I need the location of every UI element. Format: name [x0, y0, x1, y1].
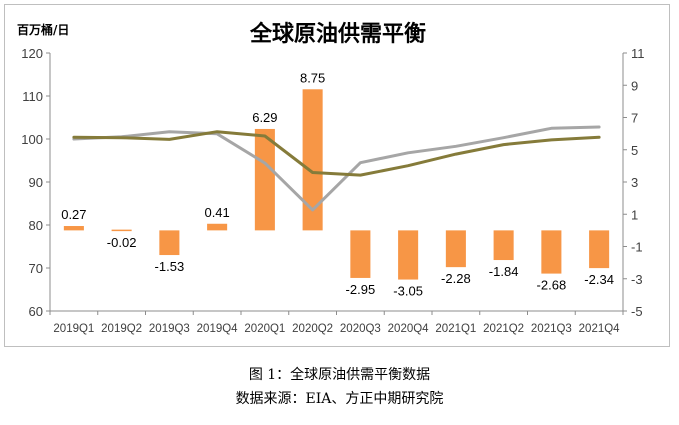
left-axis-tick-label: 110	[22, 89, 43, 104]
figure-caption: 图 1：全球原油供需平衡数据	[248, 367, 431, 383]
bar-series	[63, 89, 610, 280]
bar	[445, 230, 466, 268]
bar	[111, 229, 132, 232]
right-axis-tick-label: 7	[631, 111, 638, 126]
bar	[493, 230, 514, 261]
x-axis-tick-label: 2020Q1	[244, 323, 285, 335]
right-axis-tick-label: -1	[631, 240, 643, 255]
bar	[254, 128, 275, 231]
bar	[398, 230, 419, 280]
bar-data-label: 0.27	[61, 207, 86, 222]
bar-data-label: -0.02	[107, 235, 137, 250]
x-axis-tick-label: 2021Q2	[483, 323, 524, 335]
bar-data-label: -1.53	[155, 259, 185, 274]
bar-data-label: -2.28	[441, 271, 471, 286]
left-axis-tick-label: 80	[29, 218, 43, 233]
chart-frame: 全球原油供需平衡 百万桶/日 60 70 80 90 100 110 120 -5 -3 -1 1 3…	[4, 4, 670, 347]
x-axis-tick-label: 2019Q4	[197, 323, 239, 335]
bar	[302, 89, 323, 231]
x-axis-tick-label: 2020Q3	[340, 323, 381, 335]
bar-labels: 0.27 -0.02 -1.53 0.41 6.29 8.75 -2.95 -3.05 -2.2…	[61, 70, 614, 298]
bar-data-label: -1.84	[489, 264, 519, 279]
right-axis-tick-label: -5	[631, 304, 643, 319]
bar	[207, 223, 228, 231]
left-axis-tick-label: 70	[29, 261, 43, 276]
right-axis-tick-label: -3	[631, 272, 643, 287]
chart-svg: 全球原油供需平衡 百万桶/日 60 70 80 90 100 110 120 -5 -3 -1 1 3…	[17, 21, 645, 335]
x-axis-tick-label: 2019Q3	[149, 323, 190, 335]
right-axis-tick-label: 11	[631, 46, 645, 61]
x-axis-tick-label: 2020Q2	[292, 323, 333, 335]
left-axis-tick-label: 120	[21, 46, 43, 61]
right-axis-tick-label: 5	[631, 143, 638, 158]
x-axis-tick-label: 2021Q1	[435, 323, 476, 335]
x-axis-tick-label: 2021Q3	[531, 323, 572, 335]
axes: 60 70 80 90 100 110 120 -5 -3 -1 1 3 5 7 9 11 2019Q1 2019…	[21, 46, 644, 335]
x-axis-tick-label: 2021Q4	[579, 323, 621, 335]
line-series-demand	[72, 125, 601, 212]
right-axis-tick-label: 9	[631, 78, 638, 93]
chart-title: 全球原油供需平衡	[249, 21, 426, 47]
bar	[63, 226, 84, 231]
bar-data-label: 8.75	[300, 70, 325, 85]
left-axis-tick-label: 60	[29, 304, 43, 319]
bar-data-label: -2.95	[346, 282, 376, 297]
bar	[589, 230, 610, 269]
line-series	[72, 125, 601, 212]
bar-data-label: -2.34	[584, 272, 614, 287]
bar-data-label: 6.29	[252, 110, 277, 125]
bar-data-label: 0.41	[204, 205, 229, 220]
y-axis-label: 百万桶/日	[17, 22, 69, 37]
source-caption: 数据来源：EIA、方正中期研究院	[235, 391, 444, 407]
bar	[350, 230, 371, 278]
left-axis-tick-label: 100	[21, 132, 43, 147]
bar	[541, 230, 562, 274]
left-axis-tick-label: 90	[29, 175, 43, 190]
x-axis-tick-label: 2019Q1	[53, 323, 94, 335]
x-axis-tick-label: 2020Q4	[388, 323, 430, 335]
line-series-supply	[72, 130, 601, 177]
x-axis-tick-label: 2019Q2	[101, 323, 142, 335]
bar	[159, 230, 180, 256]
right-axis-tick-label: 3	[631, 175, 638, 190]
bar-data-label: -3.05	[393, 284, 423, 299]
bar-data-label: -2.68	[537, 278, 567, 293]
right-axis-tick-label: 1	[631, 207, 638, 222]
